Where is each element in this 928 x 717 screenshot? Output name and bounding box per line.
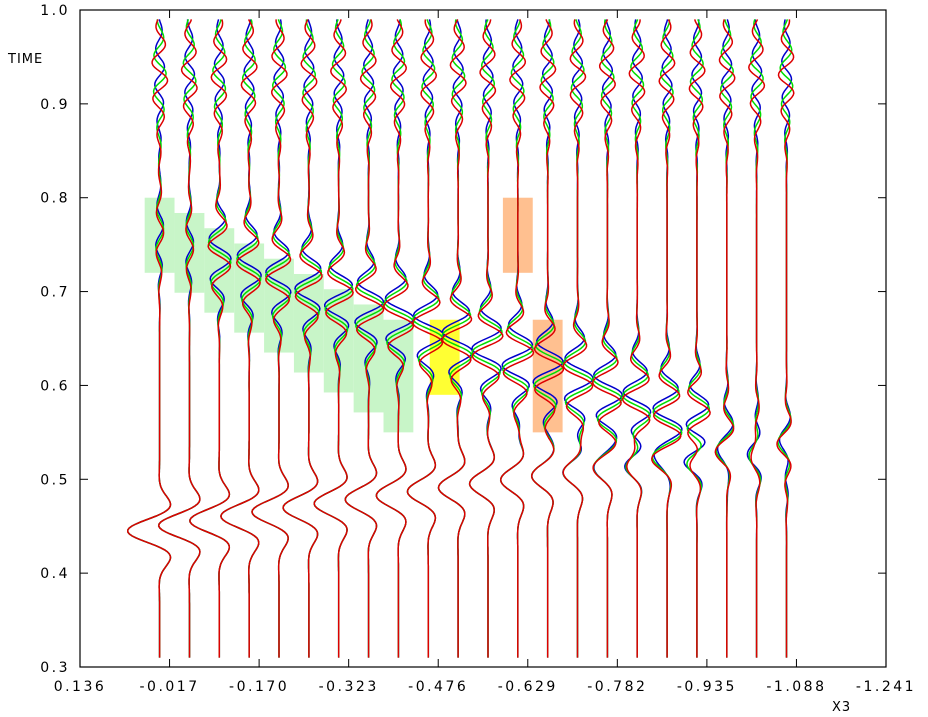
trace-series-0-21	[778, 19, 793, 658]
trace-series-2-5	[282, 19, 323, 658]
axis-ticks	[79, 9, 887, 668]
x-tick-label-4: -0.476	[408, 679, 468, 695]
trace-series-2-16	[622, 19, 651, 658]
trace-series-2-18	[687, 19, 711, 658]
trace-series-2-20	[748, 19, 766, 658]
trace-series-2-2	[189, 19, 232, 658]
trace-series-2-4	[251, 19, 292, 658]
trace-series-2-17	[651, 19, 682, 658]
trace-series-2-15	[591, 19, 622, 658]
trace-series-2-0	[127, 19, 172, 658]
trace-series-2-10	[437, 19, 473, 658]
trace-series-2-1	[157, 19, 201, 658]
x-tick-label-8: -1.088	[766, 679, 826, 695]
trace-series-2-19	[714, 19, 736, 658]
trace-series-1-1	[157, 19, 201, 658]
x-tick-label-2: -0.170	[229, 679, 289, 695]
trace-series-2-7	[344, 19, 385, 658]
x-tick-label-1: -0.017	[139, 679, 199, 695]
x-tick-label-3: -0.323	[319, 679, 379, 695]
y-tick-label-3: 0.6	[40, 378, 70, 394]
y-tick-label-1: 0.4	[40, 566, 70, 582]
highlight-region-0-block-4	[264, 258, 294, 353]
trace-series-1-21	[777, 19, 794, 658]
y-tick-label-7: 1.0	[40, 3, 70, 19]
trace-series-1-3	[220, 19, 262, 658]
highlight-regions	[144, 197, 563, 433]
trace-series-2-9	[406, 19, 444, 658]
y-tick-label-0: 0.3	[40, 660, 70, 676]
trace-series-2-12	[499, 19, 535, 658]
wave-traces	[127, 19, 795, 658]
trace-series-0-20	[746, 19, 763, 658]
plot-frame	[79, 9, 887, 668]
y-tick-label-6: 0.9	[40, 97, 70, 113]
y-axis-label: TIME	[7, 52, 43, 67]
trace-series-1-2	[189, 19, 232, 658]
trace-series-1-12	[499, 19, 534, 658]
trace-series-2-13	[530, 19, 565, 658]
trace-series-2-21	[776, 19, 795, 658]
tick-labels: 0.136 -0.017 -0.170 -0.323 -0.476 -0.629 -0.78…	[40, 3, 916, 695]
x-axis-label: X3	[832, 700, 851, 715]
y-tick-label-2: 0.5	[40, 472, 70, 488]
trace-series-2-6	[313, 19, 354, 658]
trace-series-0-3	[220, 19, 262, 658]
trace-series-2-14	[562, 19, 594, 658]
trace-series-0-2	[189, 19, 232, 658]
trace-series-0-12	[499, 19, 534, 658]
trace-series-2-8	[375, 19, 415, 658]
x-tick-label-6: -0.782	[587, 679, 647, 695]
y-tick-label-5: 0.8	[40, 191, 70, 207]
y-tick-label-4: 0.7	[40, 285, 70, 301]
x-tick-label-0: 0.136	[54, 679, 107, 695]
trace-series-0-19	[716, 19, 734, 658]
x-tick-label-5: -0.629	[498, 679, 558, 695]
x-tick-label-9: -1.241	[856, 679, 916, 695]
x-tick-label-7: -0.935	[677, 679, 737, 695]
trace-series-2-11	[468, 19, 504, 658]
trace-series-2-3	[220, 19, 261, 658]
